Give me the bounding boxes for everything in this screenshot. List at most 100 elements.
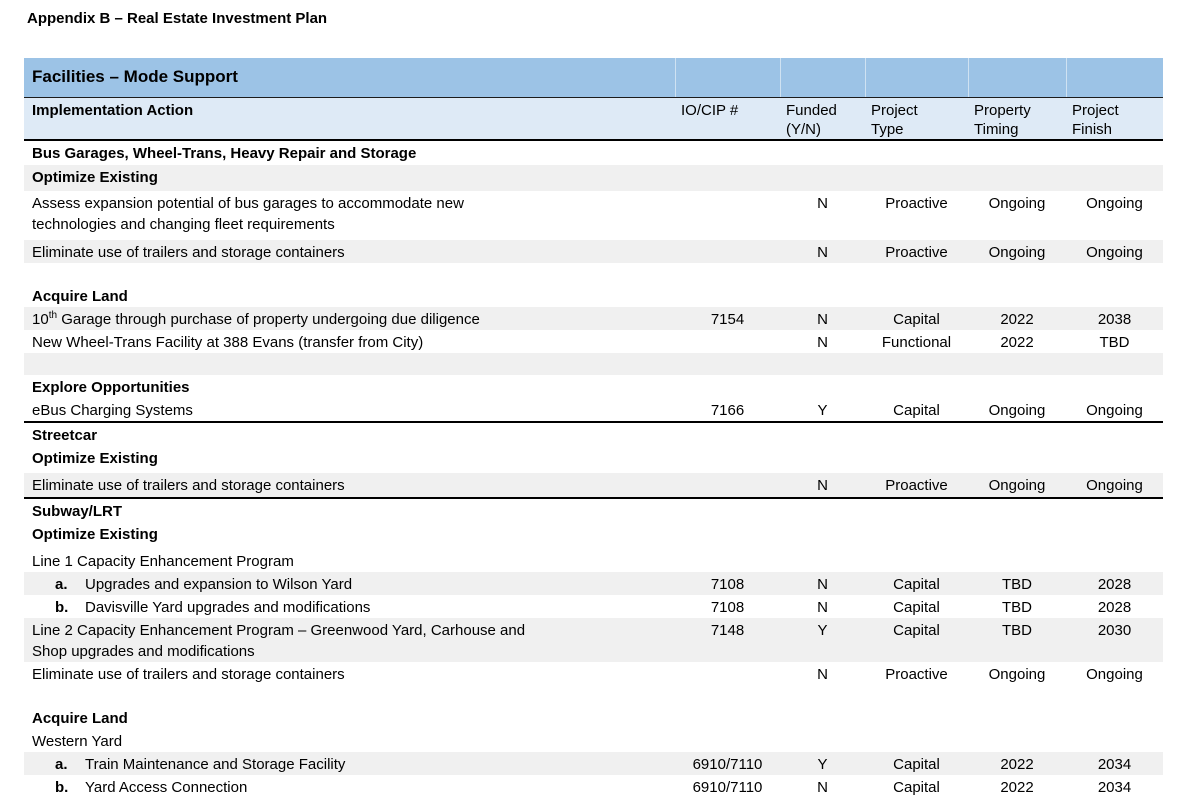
io-cip-cell [675,662,780,664]
table-row: b. Davisville Yard upgrades and modificat… [24,595,1163,618]
project-finish-cell [1066,165,1163,167]
property-timing-cell: Ongoing [988,195,1046,212]
project-type-cell [865,549,968,551]
funded-cell [780,685,865,687]
project-finish-cell [1066,141,1163,143]
project-type-cell [865,446,968,448]
band-cell [675,58,780,97]
list-marker: a. [55,756,68,773]
action-cell: New Wheel-Trans Facility at 388 Evans (t… [32,334,424,351]
project-finish-cell [1066,446,1163,448]
property-timing-cell: Ongoing [988,666,1046,683]
property-timing-cell: Ongoing [988,477,1046,494]
project-finish-cell: Ongoing [1086,195,1143,212]
project-type-cell [865,263,968,265]
project-finish-cell [1066,423,1163,425]
funded-cell [780,706,865,708]
action-cell [24,685,675,687]
action-cell: Bus Garages, Wheel-Trans, Heavy Repair a… [32,145,417,162]
action-cell: Line 1 Capacity Enhancement Program [32,553,294,570]
funded-cell: Y [817,402,828,419]
io-cip-cell [675,240,780,242]
table-row: Acquire Land [24,706,1163,729]
io-cip-cell [675,522,780,524]
spacer-row [24,263,1163,284]
io-cip-cell [675,499,780,501]
property-timing-cell [968,353,1066,355]
io-cip-cell: 6910/7110 [692,756,763,773]
project-finish-cell: 2028 [1097,599,1132,616]
property-timing-cell [968,499,1066,501]
action-cell: Line 2 Capacity Enhancement Program – Gr… [32,622,526,660]
table-row: a. Train Maintenance and Storage Facility… [24,752,1163,775]
property-timing-cell [968,549,1066,551]
table-row: Eliminate use of trailers and storage co… [24,473,1163,497]
table-row: Streetcar [24,421,1163,446]
table-row: Explore Opportunities [24,375,1163,398]
funded-cell: N [817,334,828,351]
io-cip-cell [675,473,780,475]
table-row: Eliminate use of trailers and storage co… [24,240,1163,263]
funded-cell [780,263,865,265]
funded-cell [780,729,865,731]
project-type-cell: Capital [893,576,940,593]
project-type-cell: Functional [881,334,952,351]
funded-cell [780,375,865,377]
property-timing-cell [968,263,1066,265]
project-type-cell: Proactive [885,195,948,212]
spacer-row [24,353,1163,375]
column-header-funded: Funded (Y/N) [786,102,837,138]
project-finish-cell: Ongoing [1086,477,1143,494]
project-finish-cell [1066,729,1163,731]
band-cell [780,58,865,97]
funded-cell: Y [817,756,828,773]
band-cell [968,58,1066,97]
funded-cell: N [817,666,828,683]
action-cell [24,263,675,265]
property-timing-cell: 2022 [1000,779,1034,795]
table-row: Optimize Existing [24,522,1163,549]
project-finish-cell [1066,375,1163,377]
project-type-cell [865,729,968,731]
property-timing-cell [968,375,1066,377]
table-title: Facilities – Mode Support [32,67,238,86]
project-type-cell: Capital [893,779,940,795]
action-cell: Acquire Land [32,288,128,305]
project-type-cell: Proactive [885,666,948,683]
project-finish-cell: 2038 [1097,311,1132,328]
io-cip-cell [675,549,780,551]
io-cip-cell [675,330,780,332]
io-cip-cell [675,165,780,167]
band-cell [865,58,968,97]
project-finish-cell [1066,549,1163,551]
funded-cell: N [817,477,828,494]
io-cip-cell [675,263,780,265]
spacer-row [24,685,1163,706]
project-type-cell [865,685,968,687]
table-row: Line 2 Capacity Enhancement Program – Gr… [24,618,1163,662]
project-finish-cell: TBD [1099,334,1130,351]
facilities-table: Facilities – Mode Support Implementation… [24,58,1163,795]
project-type-cell [865,284,968,286]
action-cell: Optimize Existing [32,450,158,467]
action-cell: Streetcar [32,427,98,444]
project-type-cell: Capital [893,599,940,616]
column-header-property-timing: Property Timing [974,102,1031,138]
project-finish-cell: 2034 [1097,779,1132,795]
io-cip-cell: 7154 [710,311,745,328]
io-cip-cell [675,353,780,355]
project-finish-cell: Ongoing [1086,666,1143,683]
project-type-cell [865,706,968,708]
action-cell: eBus Charging Systems [32,402,193,419]
funded-cell [780,141,865,143]
project-type-cell [865,165,968,167]
table-row: Optimize Existing [24,165,1163,191]
property-timing-cell: 2022 [1000,334,1034,351]
action-cell: Western Yard [32,733,123,750]
io-cip-cell [675,423,780,425]
io-cip-cell [675,191,780,193]
project-type-cell [865,141,968,143]
property-timing-cell: TBD [1002,622,1032,639]
property-timing-cell: Ongoing [988,402,1046,419]
